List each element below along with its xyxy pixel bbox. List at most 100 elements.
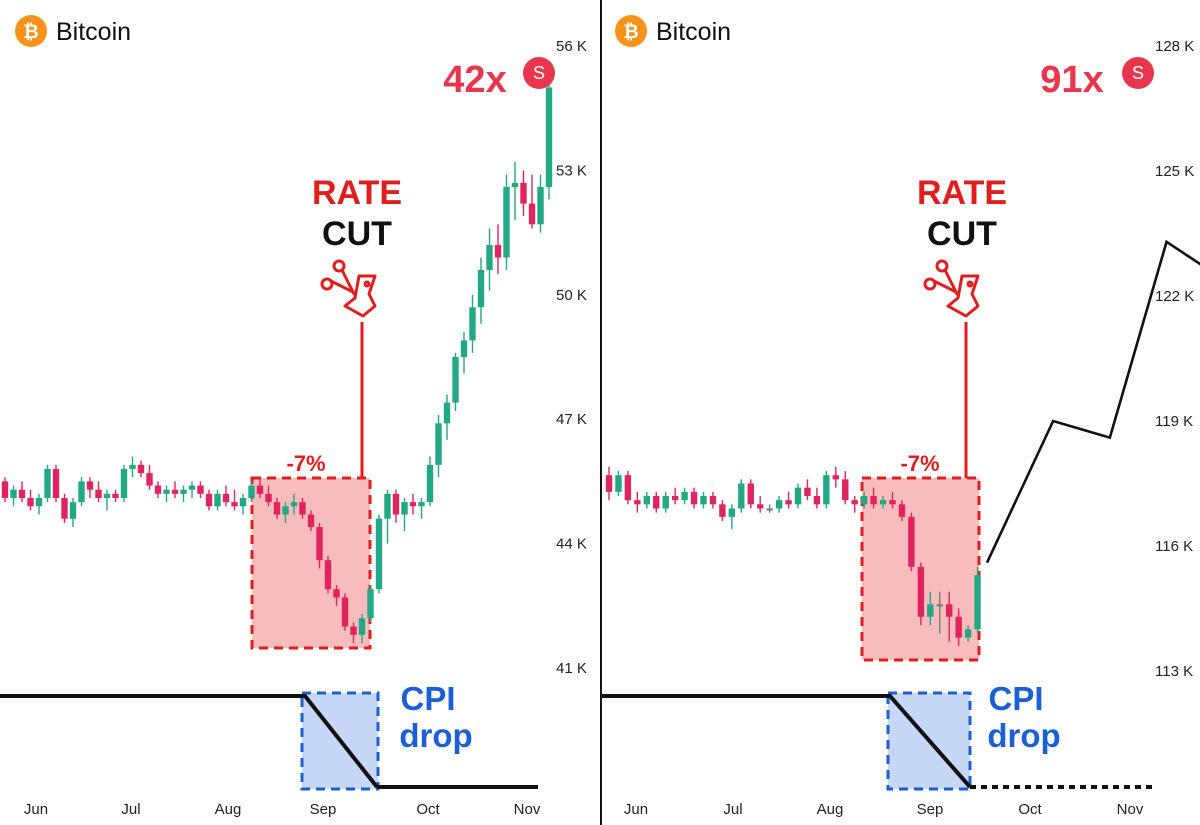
- candle-body: [197, 485, 204, 494]
- scissors-blade-2: [943, 268, 959, 296]
- candle: [163, 485, 170, 503]
- candle: [129, 456, 136, 478]
- candle: [307, 510, 315, 532]
- candle: [766, 504, 773, 513]
- candle: [917, 562, 925, 626]
- sell-marker-icon: [523, 57, 555, 89]
- candle-body: [469, 307, 476, 341]
- candle-body: [341, 597, 349, 627]
- chart-title: Bitcoin: [656, 18, 731, 46]
- candle-body: [256, 485, 264, 494]
- candle-body: [112, 493, 119, 498]
- candle: [367, 585, 374, 623]
- cpi-trend-line: [600, 694, 972, 789]
- candle-body: [681, 491, 688, 501]
- candle: [358, 614, 366, 644]
- candle: [662, 491, 669, 513]
- candle-body: [307, 514, 315, 528]
- candle: [927, 591, 934, 626]
- scissors-ring-2: [332, 259, 346, 273]
- rate-cut-label-1: RATE: [312, 174, 402, 212]
- x-tick-label: Sep: [917, 801, 944, 818]
- candle-body: [384, 493, 391, 519]
- candle: [898, 500, 906, 521]
- candle-body: [146, 473, 153, 486]
- candle: [69, 497, 77, 528]
- candle: [214, 489, 221, 511]
- candle: [333, 585, 340, 606]
- candle-body: [10, 489, 17, 498]
- candle-body: [35, 497, 43, 507]
- bitcoin-logo-glyph: ₿: [623, 22, 638, 43]
- bitcoin-logo-glyph: ₿: [23, 22, 38, 43]
- candle: [443, 394, 451, 440]
- candle: [18, 481, 26, 503]
- candle: [188, 481, 196, 498]
- y-tick-label: 119 K: [1155, 413, 1193, 430]
- cpi-label-1: CPI: [988, 680, 1043, 717]
- candle-body: [709, 496, 717, 505]
- candle-body: [52, 468, 60, 498]
- candle-body: [44, 468, 51, 498]
- candle-body: [120, 468, 128, 498]
- scissors-icon: [923, 259, 980, 318]
- scissors-icon: [320, 259, 377, 318]
- candle: [27, 489, 34, 511]
- candle: [851, 496, 858, 513]
- candle: [832, 466, 839, 488]
- candle-body: [273, 502, 281, 515]
- candle: [324, 556, 332, 594]
- candle: [299, 497, 306, 519]
- x-tick-label: Jul: [723, 801, 742, 818]
- candle-body: [69, 502, 77, 519]
- multiplier-label: 91x: [1040, 59, 1103, 101]
- x-tick-label: Nov: [1117, 801, 1144, 818]
- candle-body: [418, 502, 425, 507]
- candle-body: [401, 502, 408, 515]
- candle-body: [804, 487, 811, 496]
- y-tick-label: 56 K: [556, 38, 587, 55]
- candle-body: [1, 481, 9, 498]
- y-tick-label: 50 K: [556, 287, 587, 304]
- y-tick-label: 44 K: [556, 536, 587, 553]
- candle-body: [486, 245, 493, 270]
- candle-body: [350, 626, 357, 635]
- candle: [375, 514, 383, 594]
- candle-body: [171, 489, 179, 494]
- candle-body: [615, 475, 622, 492]
- candle-body: [86, 481, 94, 490]
- y-tick-label: 122 K: [1155, 288, 1194, 305]
- candle-body: [435, 423, 442, 465]
- candle-body: [409, 502, 417, 507]
- candle: [86, 477, 94, 498]
- candle-body: [528, 203, 536, 225]
- sell-marker-glyph: S: [533, 63, 545, 83]
- candle: [486, 228, 493, 291]
- candle: [946, 591, 953, 642]
- candle-body: [794, 487, 802, 505]
- candle: [265, 485, 272, 507]
- candle: [282, 502, 289, 523]
- candle: [316, 522, 323, 569]
- candle-body: [188, 485, 196, 490]
- candle: [545, 83, 553, 200]
- chart-panel-1: 41 K 44 K 47 K 50 K 53 K 56 K Jun Jul Aug Sep Oct N…: [0, 15, 587, 818]
- candle: [137, 460, 145, 478]
- candle-body: [324, 560, 332, 590]
- candle: [690, 487, 698, 509]
- candle: [248, 481, 255, 503]
- candle: [103, 489, 111, 511]
- candle-body: [358, 618, 366, 635]
- candle-body: [671, 496, 679, 501]
- y-tick-label: 113 K: [1155, 663, 1193, 680]
- candle-body: [832, 475, 839, 480]
- drop-percent-label: -7%: [286, 451, 325, 476]
- rate-cut-label-2: CUT: [927, 215, 997, 253]
- candle-body: [163, 489, 170, 494]
- candle-body: [690, 491, 698, 505]
- tag-shape: [946, 274, 980, 318]
- candle-body: [936, 604, 943, 607]
- scissors-blade-1: [932, 279, 958, 294]
- candle-body: [392, 493, 400, 515]
